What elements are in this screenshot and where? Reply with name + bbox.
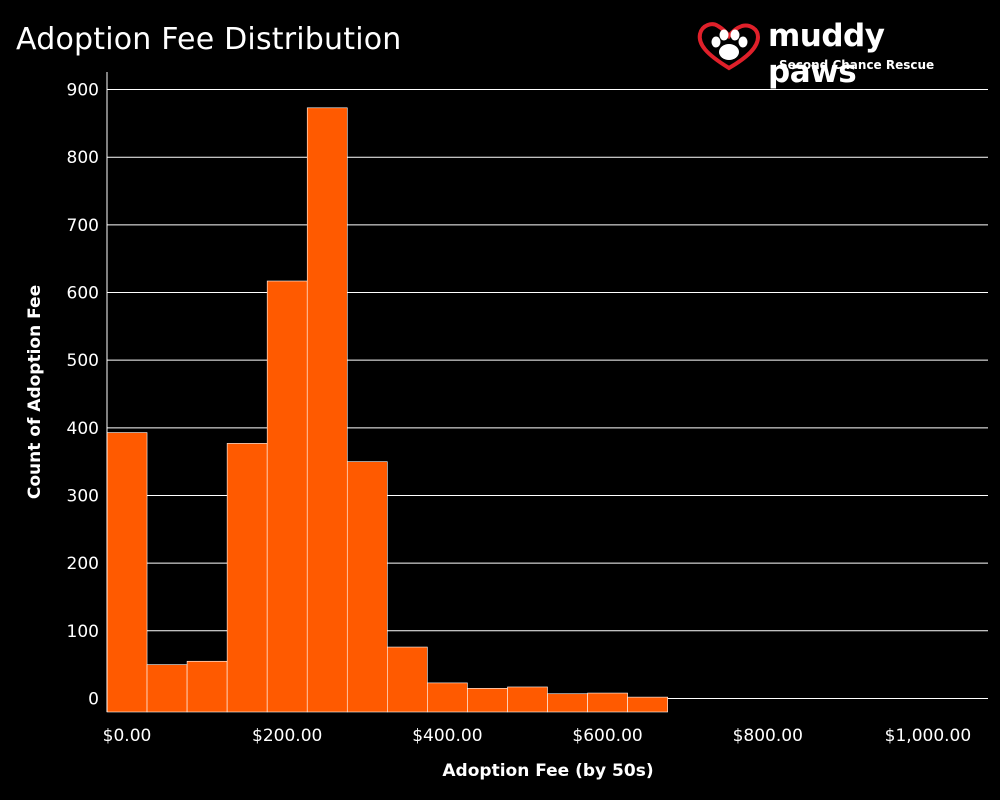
bar-500[interactable] bbox=[507, 686, 548, 713]
y-tick-label: 800 bbox=[67, 148, 99, 168]
x-tick-label: $600.00 bbox=[572, 726, 642, 746]
x-axis-label: Adoption Fee (by 50s) bbox=[442, 761, 653, 781]
bar-0[interactable] bbox=[106, 432, 148, 713]
x-tick-label: $1,000.00 bbox=[885, 726, 972, 746]
logo-name: muddy paws bbox=[768, 18, 885, 90]
y-tick-label: 300 bbox=[67, 486, 99, 506]
y-tick-label: 600 bbox=[67, 284, 99, 304]
y-tick-label: 400 bbox=[67, 419, 99, 439]
bar-350[interactable] bbox=[387, 646, 428, 713]
x-tick-label: $800.00 bbox=[733, 726, 803, 746]
bar-300[interactable] bbox=[346, 461, 388, 713]
logo-subtitle: Second Chance Rescue bbox=[779, 58, 935, 72]
y-tick-label: 100 bbox=[67, 622, 99, 642]
bar-450[interactable] bbox=[467, 688, 508, 713]
x-tick-label: $400.00 bbox=[412, 726, 482, 746]
y-tick-label: 900 bbox=[67, 81, 99, 101]
bar-650[interactable] bbox=[627, 696, 668, 713]
y-tick-label: 500 bbox=[67, 351, 99, 371]
bar-600[interactable] bbox=[587, 692, 628, 713]
bar-400[interactable] bbox=[427, 682, 468, 713]
chart-title: Adoption Fee Distribution bbox=[16, 22, 402, 57]
x-tick-labels: $0.00 $200.00 $400.00 $600.00 $800.00 $1,000.… bbox=[103, 726, 972, 746]
y-tick-label: 700 bbox=[67, 216, 99, 236]
bar-50[interactable] bbox=[146, 664, 188, 713]
y-tick-label: 200 bbox=[67, 554, 99, 574]
muddy-paws-logo: muddy paws Second Chance Rescue bbox=[694, 16, 944, 90]
bar-550[interactable] bbox=[547, 693, 588, 713]
y-axis-label: Count of Adoption Fee bbox=[25, 285, 45, 499]
y-tick-label: 0 bbox=[88, 689, 99, 709]
bars bbox=[106, 107, 668, 713]
heart-paw-logo-icon bbox=[697, 22, 761, 71]
x-tick-label: $0.00 bbox=[103, 726, 152, 746]
bar-250[interactable] bbox=[306, 107, 348, 713]
y-tick-labels: 0 100 200 300 400 500 600 700 800 900 bbox=[67, 81, 99, 710]
x-tick-label: $200.00 bbox=[252, 726, 322, 746]
bar-100[interactable] bbox=[186, 660, 228, 713]
bar-200[interactable] bbox=[266, 280, 308, 713]
bar-150[interactable] bbox=[226, 443, 268, 713]
